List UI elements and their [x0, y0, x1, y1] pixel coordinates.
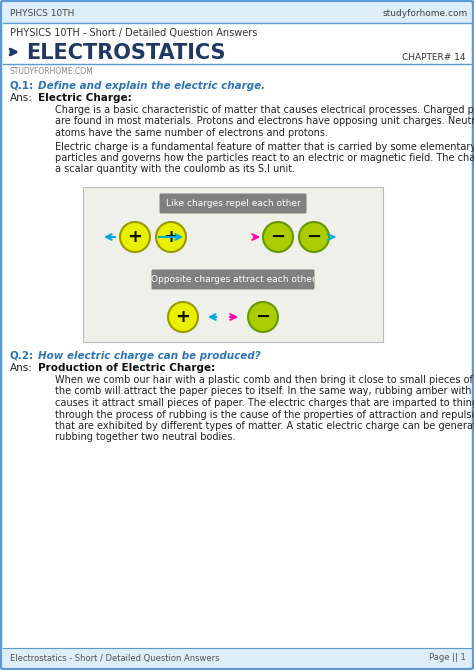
- Ellipse shape: [168, 302, 198, 332]
- Text: Charge is a basic characteristic of matter that causes electrical processes. Cha: Charge is a basic characteristic of matt…: [55, 105, 474, 115]
- Text: +: +: [164, 228, 179, 246]
- Text: a scalar quantity with the coulomb as its S.I unit.: a scalar quantity with the coulomb as it…: [55, 165, 295, 174]
- FancyBboxPatch shape: [159, 194, 307, 214]
- Text: −: −: [255, 308, 271, 326]
- Text: PHYSICS 10TH - Short / Detailed Question Answers: PHYSICS 10TH - Short / Detailed Question…: [10, 28, 257, 38]
- Text: Q.1:: Q.1:: [10, 81, 34, 91]
- Text: Define and explain the electric charge.: Define and explain the electric charge.: [38, 81, 265, 91]
- Ellipse shape: [299, 222, 329, 252]
- FancyBboxPatch shape: [3, 3, 471, 23]
- Text: studyforhome.com: studyforhome.com: [383, 9, 468, 17]
- Text: Electric Charge:: Electric Charge:: [38, 93, 132, 103]
- Text: −: −: [306, 228, 321, 246]
- Text: PHYSICS 10TH: PHYSICS 10TH: [10, 9, 74, 17]
- Ellipse shape: [248, 302, 278, 332]
- Text: CHAPTER# 14: CHAPTER# 14: [402, 52, 466, 62]
- Ellipse shape: [263, 222, 293, 252]
- Text: the comb will attract the paper pieces to itself. In the same way, rubbing amber: the comb will attract the paper pieces t…: [55, 387, 474, 397]
- Text: STUDYFORHOME.COM: STUDYFORHOME.COM: [10, 68, 94, 76]
- Text: +: +: [175, 308, 191, 326]
- Text: Electrostatics - Short / Detailed Question Answers: Electrostatics - Short / Detailed Questi…: [10, 653, 219, 663]
- Text: particles and governs how the particles react to an electric or magnetic field. : particles and governs how the particles …: [55, 153, 474, 163]
- Text: Electric charge is a fundamental feature of matter that is carried by some eleme: Electric charge is a fundamental feature…: [55, 141, 474, 151]
- Text: are found in most materials. Protons and electrons have opposing unit charges. N: are found in most materials. Protons and…: [55, 117, 474, 127]
- Text: that are exhibited by different types of matter. A static electric charge can be: that are exhibited by different types of…: [55, 421, 474, 431]
- Text: When we comb our hair with a plastic comb and then bring it close to small piece: When we comb our hair with a plastic com…: [55, 375, 474, 385]
- Text: Q.2:: Q.2:: [10, 351, 34, 361]
- Text: Production of Electric Charge:: Production of Electric Charge:: [38, 363, 215, 373]
- Text: ELECTROSTATICS: ELECTROSTATICS: [26, 43, 226, 63]
- Text: +: +: [128, 228, 143, 246]
- Text: Like charges repel each other: Like charges repel each other: [165, 200, 301, 208]
- FancyBboxPatch shape: [83, 187, 383, 342]
- Text: Ans:: Ans:: [10, 363, 33, 373]
- Text: atoms have the same number of electrons and protons.: atoms have the same number of electrons …: [55, 128, 328, 138]
- Text: Ans:: Ans:: [10, 93, 33, 103]
- Text: rubbing together two neutral bodies.: rubbing together two neutral bodies.: [55, 433, 236, 442]
- Text: Page || 1: Page || 1: [429, 653, 466, 663]
- FancyBboxPatch shape: [3, 648, 471, 667]
- Text: Opposite charges attract each other: Opposite charges attract each other: [151, 275, 315, 285]
- FancyBboxPatch shape: [152, 269, 315, 289]
- Ellipse shape: [156, 222, 186, 252]
- Text: through the process of rubbing is the cause of the properties of attraction and : through the process of rubbing is the ca…: [55, 409, 474, 419]
- Text: How electric charge can be produced?: How electric charge can be produced?: [38, 351, 261, 361]
- Text: −: −: [271, 228, 285, 246]
- Text: causes it attract small pieces of paper. The electric charges that are imparted : causes it attract small pieces of paper.…: [55, 398, 474, 408]
- Ellipse shape: [120, 222, 150, 252]
